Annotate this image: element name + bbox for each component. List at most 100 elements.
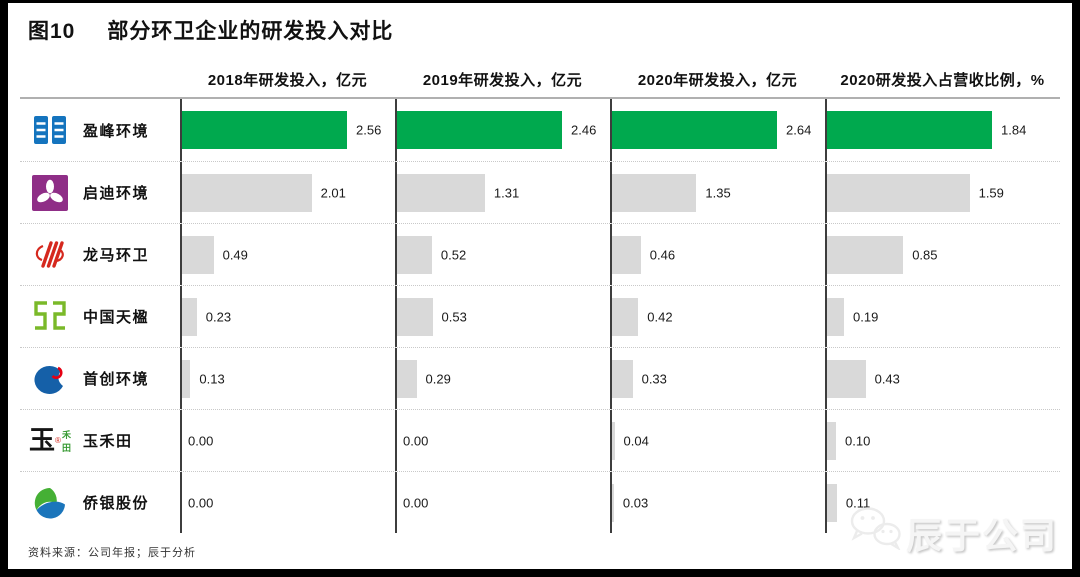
- company-name: 首创环境: [83, 371, 150, 388]
- bar: [612, 483, 614, 522]
- company-cell: 中国天楹: [20, 286, 180, 347]
- bar: [182, 173, 312, 212]
- value-label: 2.64: [786, 122, 812, 138]
- column-header-4: 2020研发投入占营收比例，%: [840, 72, 1045, 89]
- company-cell: 侨银股份: [20, 472, 180, 533]
- capital-environment-logo-icon: [30, 360, 70, 398]
- bar: [397, 235, 432, 274]
- bar-panel-3: 2.64: [610, 99, 825, 161]
- value-label: 1.31: [493, 185, 520, 200]
- bar-panel-4: 0.11: [825, 472, 1060, 533]
- company-name: 盈峰环境: [83, 122, 150, 140]
- bar: [612, 421, 615, 460]
- value-label: 1.84: [1001, 122, 1027, 138]
- company-name: 龙马环卫: [83, 247, 150, 264]
- bar: [612, 111, 777, 149]
- value-label: 0.53: [441, 309, 467, 324]
- value-label: 0.10: [845, 433, 871, 448]
- bar: [182, 111, 347, 149]
- table-row: 盈峰环境 2.56 2.46 2.64 1.84: [20, 99, 1060, 161]
- bar-panel-4: 0.85: [825, 224, 1060, 285]
- company-cell: 玉 ® 禾田 玉禾田: [20, 410, 180, 471]
- company-cell: 首创环境: [20, 348, 180, 409]
- value-label: 0.00: [403, 495, 429, 510]
- bar-panel-4: 1.59: [825, 162, 1060, 223]
- bar: [397, 359, 417, 398]
- bar: [182, 297, 197, 336]
- company-cell: 启迪环境: [20, 162, 180, 223]
- bar-panel-3: 0.33: [610, 348, 825, 409]
- bar-panel-2: 0.29: [395, 348, 610, 409]
- source-note: 资料来源：公司年报；辰于分析: [28, 547, 196, 559]
- column-header-3: 2020年研发投入，亿元: [637, 72, 798, 89]
- bar-panel-4: 0.10: [825, 410, 1060, 471]
- bar-panel-4: 0.43: [825, 348, 1060, 409]
- bar: [397, 173, 485, 212]
- bar: [827, 359, 866, 398]
- bar: [827, 421, 836, 460]
- bar-panel-3: 0.46: [610, 224, 825, 285]
- value-label: 0.11: [845, 495, 871, 510]
- company-name: 启迪环境: [83, 185, 150, 202]
- bar: [612, 235, 641, 274]
- value-label: 1.59: [978, 185, 1004, 200]
- bar-panel-2: 1.31: [395, 162, 610, 223]
- bar: [612, 297, 639, 336]
- yuhetian-logo-icon: 玉 ® 禾田: [29, 425, 71, 455]
- bar-panel-1: 0.13: [180, 348, 395, 409]
- bar: [827, 111, 992, 149]
- value-label: 0.49: [222, 247, 248, 262]
- value-label: 0.42: [647, 309, 673, 324]
- table-row: 中国天楹 0.23 0.53 0.42 0.19: [20, 285, 1060, 347]
- table-row: 侨银股份 0.00 0.00 0.03 0.11: [20, 471, 1060, 533]
- value-label: 0.43: [874, 371, 900, 386]
- bar-panel-4: 1.84: [825, 99, 1060, 161]
- longma-sanitation-logo-icon: [30, 236, 70, 274]
- bar-panel-2: 0.52: [395, 224, 610, 285]
- figure-title-bar: 图10 部分环卫企业的研发投入对比: [8, 3, 1072, 45]
- bar-panel-2: 2.46: [395, 99, 610, 161]
- bar-panel-3: 0.03: [610, 472, 825, 533]
- bar-panel-1: 0.23: [180, 286, 395, 347]
- value-label: 0.00: [188, 433, 214, 448]
- bar-panel-3: 0.42: [610, 286, 825, 347]
- bar: [827, 173, 970, 212]
- bar-panel-1: 0.00: [180, 410, 395, 471]
- bar: [827, 297, 844, 336]
- value-label: 0.33: [641, 371, 667, 386]
- value-label: 0.29: [425, 371, 451, 386]
- table-row: 玉 ® 禾田 玉禾田 0.00 0.00 0.04 0.10: [20, 409, 1060, 471]
- bar-panel-4: 0.19: [825, 286, 1060, 347]
- table-row: 首创环境 0.13 0.29 0.33 0.43: [20, 347, 1060, 409]
- value-label: 0.00: [188, 495, 214, 510]
- bar: [827, 235, 904, 274]
- value-label: 0.85: [912, 247, 938, 262]
- value-label: 0.00: [403, 433, 429, 448]
- bar-panel-1: 2.56: [180, 99, 395, 161]
- value-label: 0.46: [649, 247, 676, 262]
- figure-label: 图10: [28, 20, 76, 43]
- company-cell: 盈峰环境: [20, 99, 180, 161]
- company-cell: 龙马环卫: [20, 224, 180, 285]
- bar-panel-3: 1.35: [610, 162, 825, 223]
- page-title: 部分环卫企业的研发投入对比: [107, 20, 394, 43]
- value-label: 0.04: [623, 433, 649, 448]
- value-label: 0.23: [205, 309, 232, 324]
- bar-panel-1: 2.01: [180, 162, 395, 223]
- bar: [397, 111, 562, 149]
- yingfeng-environment-logo-icon: [30, 111, 70, 149]
- bar: [827, 483, 837, 522]
- bar-panel-3: 0.04: [610, 410, 825, 471]
- value-label: 0.03: [622, 495, 649, 510]
- company-name: 侨银股份: [83, 495, 150, 512]
- china-tianying-logo-icon: [30, 298, 70, 336]
- qidi-environment-logo-icon: [30, 174, 70, 212]
- value-label: 0.19: [853, 309, 879, 324]
- bar: [397, 297, 433, 336]
- bar-panel-1: 0.49: [180, 224, 395, 285]
- bar-panel-2: 0.00: [395, 410, 610, 471]
- value-label: 0.52: [440, 247, 467, 262]
- bar-panel-1: 0.00: [180, 472, 395, 533]
- bar: [612, 173, 697, 212]
